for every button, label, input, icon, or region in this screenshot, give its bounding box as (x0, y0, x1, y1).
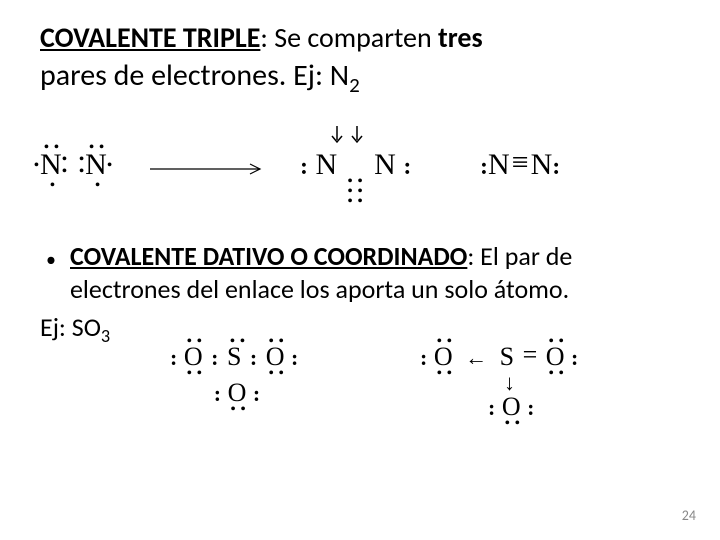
page-number: 24 (682, 507, 696, 524)
heading-line-1: COVALENTE TRIPLE: Se comparten tres (40, 20, 680, 56)
n2-stage3: :N≡N: (480, 148, 560, 182)
so3-lewis-left: : •• O •• : •• S : •• O •• : : O •• (170, 342, 298, 408)
long-arrow-icon (150, 162, 270, 176)
n2-diagram-row: • • • N • • • • • N • • • • : N (40, 130, 680, 200)
n2-s3-atom1: N (488, 148, 510, 181)
dative-bold: COVALENTE DATIVO O COORDINADO (70, 240, 467, 272)
so3-diagram-area: : •• O •• : •• S : •• O •• : : O •• (140, 330, 680, 450)
title-bold: COVALENTE TRIPLE (40, 20, 260, 55)
ej-so3-sub: 3 (101, 325, 110, 347)
double-bond-glyph: = (523, 340, 538, 369)
subline-text: pares de electrones. Ej: N (40, 57, 349, 94)
title-rest: : Se comparten (260, 20, 438, 55)
left-arrow-glyph: ← (465, 345, 487, 370)
n2-stage1: • • • N • • • • • N • • • • (40, 148, 107, 182)
triple-bond-glyph: ≡ (512, 146, 529, 180)
bullet-icon: • (46, 248, 56, 272)
n2-s3-atom2: N (531, 148, 553, 181)
n2-stage2: : N •• •• •• N : (300, 148, 411, 182)
dative-text: COVALENTE DATIVO O COORDINADO: El par de… (70, 240, 680, 308)
subline-subscript: 2 (349, 72, 360, 98)
ej-so3-text: Ej: SO (40, 311, 101, 343)
n2-s2-atom1: N (316, 148, 338, 181)
heading-line-2: pares de electrones. Ej: N2 (40, 56, 680, 99)
so3-r-s: S (500, 342, 514, 371)
n2-s2-atom2: N (374, 148, 396, 181)
dative-bullet-block: • COVALENTE DATIVO O COORDINADO: El par … (40, 240, 680, 308)
title-tres: tres (438, 20, 483, 55)
so3-structural-right: : •• O •• ← S = •• O •• : ↓ : O •• : (420, 342, 578, 422)
